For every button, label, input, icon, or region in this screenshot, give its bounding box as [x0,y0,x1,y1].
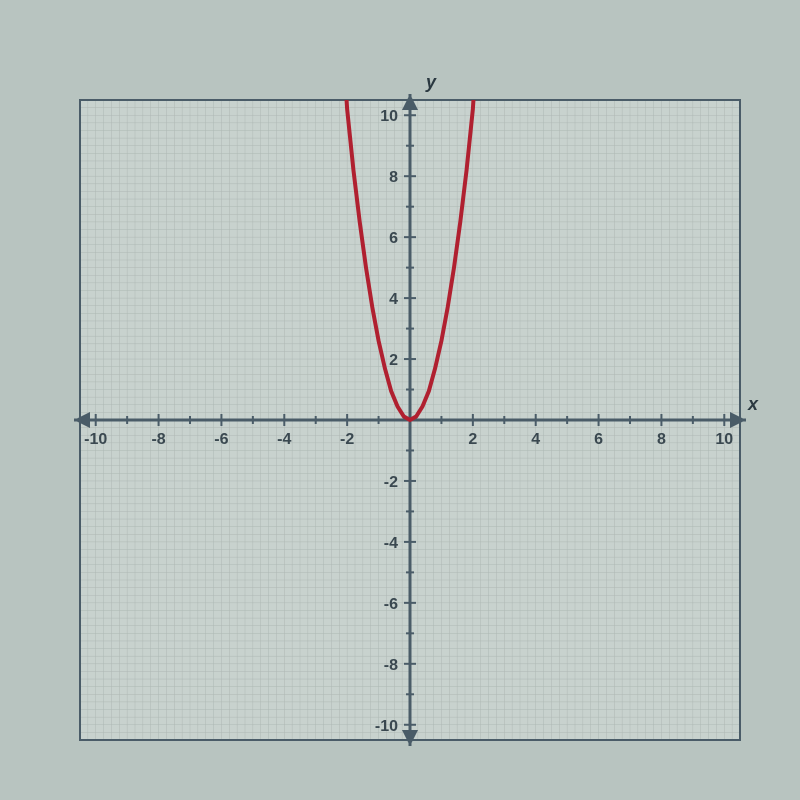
svg-text:10: 10 [380,108,398,125]
svg-text:2: 2 [389,352,398,369]
svg-text:10: 10 [715,431,733,448]
svg-text:8: 8 [657,431,666,448]
svg-text:-2: -2 [340,431,354,448]
svg-text:-6: -6 [384,596,398,613]
svg-text:2: 2 [468,431,477,448]
parabola-chart: -10 -8 -6 -4 -2 2 4 6 8 10 -10 -8 -6 -4 -2 2 4 6 8 10 y x [40,40,760,760]
svg-text:-10: -10 [84,431,107,448]
svg-text:4: 4 [389,291,398,308]
svg-text:6: 6 [594,431,603,448]
svg-text:6: 6 [389,230,398,247]
svg-text:4: 4 [531,431,540,448]
svg-text:-4: -4 [384,535,398,552]
svg-text:-10: -10 [375,718,398,735]
svg-text:-8: -8 [151,431,165,448]
svg-text:y: y [425,72,437,92]
svg-text:-2: -2 [384,474,398,491]
chart-svg: -10 -8 -6 -4 -2 2 4 6 8 10 -10 -8 -6 -4 -2 2 4 6 8 10 y x [40,40,760,760]
svg-text:-4: -4 [277,431,291,448]
svg-text:x: x [747,394,759,414]
svg-text:-6: -6 [214,431,228,448]
svg-text:-8: -8 [384,657,398,674]
svg-text:8: 8 [389,169,398,186]
